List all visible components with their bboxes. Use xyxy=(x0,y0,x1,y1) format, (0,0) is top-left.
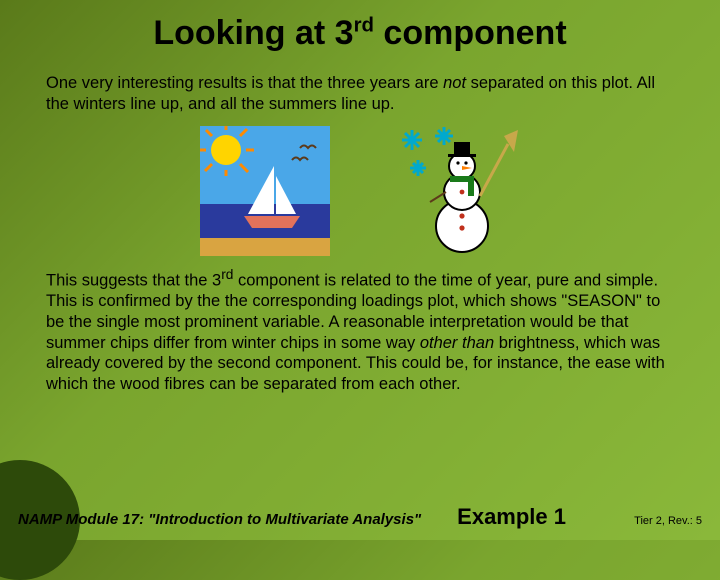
image-row xyxy=(0,126,720,256)
snowman-image xyxy=(390,126,520,256)
slide-title: Looking at 3rd component xyxy=(0,0,720,53)
footer-rev: Tier 2, Rev.: 5 xyxy=(634,515,702,527)
footer-module: NAMP Module 17: "Introduction to Multiva… xyxy=(18,511,421,528)
p2-a: This suggests that the 3 xyxy=(46,272,221,290)
footer: NAMP Module 17: "Introduction to Multiva… xyxy=(0,504,720,530)
summer-image xyxy=(200,126,330,256)
p1-pre: One very interesting results is that the… xyxy=(46,74,443,92)
title-sup: rd xyxy=(354,15,374,37)
p1-ital: not xyxy=(443,74,466,92)
paragraph-2: This suggests that the 3rd component is … xyxy=(46,266,674,394)
title-post: component xyxy=(374,14,567,52)
footer-example: Example 1 xyxy=(457,504,634,530)
p2-sup: rd xyxy=(221,267,233,282)
p2-ital: other than xyxy=(420,334,494,352)
title-pre: Looking at 3 xyxy=(153,14,353,52)
paragraph-1: One very interesting results is that the… xyxy=(46,73,674,114)
